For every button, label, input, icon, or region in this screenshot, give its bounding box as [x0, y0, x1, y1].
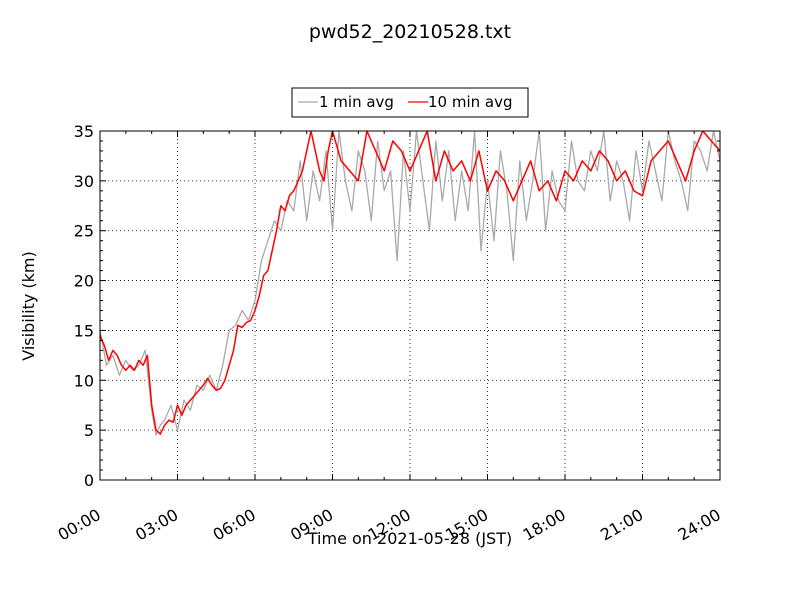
y-tick-label: 30: [74, 172, 94, 191]
y-tick-label: 15: [74, 321, 94, 340]
y-tick-label: 5: [84, 421, 94, 440]
series-lines: [100, 131, 720, 436]
legend-label-10min: 10 min avg: [428, 93, 513, 111]
legend: 1 min avg 10 min avg: [291, 87, 529, 118]
chart-title: pwd52_20210528.txt: [309, 21, 511, 43]
y-tick-label: 0: [84, 471, 94, 490]
y-tick-label: 25: [74, 222, 94, 241]
y-tick-label: 35: [74, 122, 94, 141]
y-tick-label: 10: [74, 371, 94, 390]
series-1min-avg-line: [100, 131, 720, 436]
y-axis-title: Visibility (km): [19, 251, 38, 360]
legend-label-1min: 1 min avg: [319, 93, 394, 111]
axis-ticks: [99, 130, 721, 481]
y-tick-labels: 0 5 10 15 20 25 30 35: [74, 122, 94, 490]
series-10min-avg-line: [100, 131, 720, 435]
y-tick-label: 20: [74, 272, 94, 291]
x-axis-title: Time on 2021-05-28 (JST): [307, 529, 512, 548]
